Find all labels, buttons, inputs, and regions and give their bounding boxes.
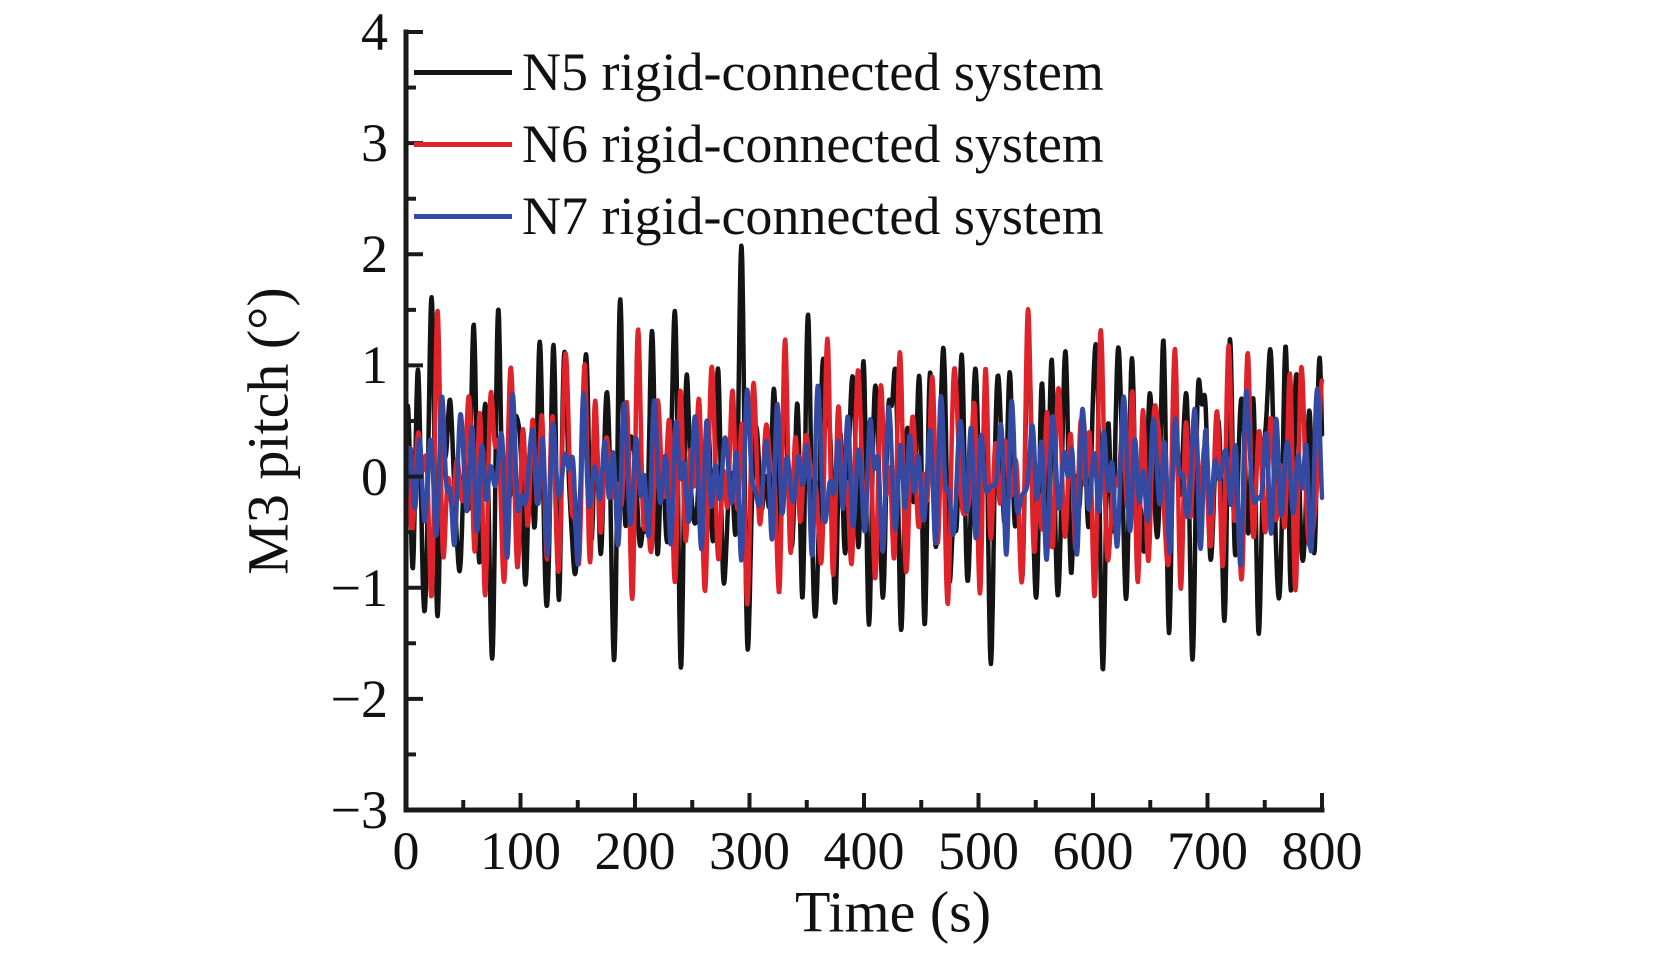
legend-item-n6: N6 rigid-connected system (414, 108, 1104, 180)
y-tick-label: 1 (361, 335, 388, 396)
y-axis-title: M3 pitch (°) (235, 287, 301, 575)
x-tick-label: 800 (1281, 821, 1363, 881)
x-tick-label: 400 (823, 821, 905, 881)
series-line-n5 (406, 243, 1325, 672)
y-tick-label: −3 (330, 780, 388, 840)
y-tick-label: 0 (361, 446, 388, 507)
y-tick-label: −2 (330, 668, 388, 729)
y-tick-label: 4 (361, 2, 388, 62)
legend-item-n7: N7 rigid-connected system (414, 180, 1104, 252)
x-tick-label: 600 (1052, 821, 1134, 881)
x-tick-label: 200 (594, 821, 676, 881)
legend-label-n7: N7 rigid-connected system (522, 186, 1104, 246)
y-tick-label: −1 (330, 557, 388, 618)
x-tick-label: 500 (938, 821, 1019, 881)
legend-item-n5: N5 rigid-connected system (414, 36, 1104, 108)
series-line-n7 (406, 383, 1325, 568)
x-tick-label: 0 (392, 821, 420, 881)
y-tick-label: 3 (361, 113, 388, 174)
y-tick-label: 2 (361, 224, 388, 285)
legend-label-n5: N5 rigid-connected system (522, 42, 1104, 102)
x-axis-title: Time (s) (794, 879, 992, 945)
legend-label-n6: N6 rigid-connected system (522, 114, 1104, 174)
x-tick-label: 100 (480, 821, 561, 881)
legend-line-sample-n6 (414, 141, 512, 147)
legend-line-sample-n5 (414, 69, 512, 75)
legend: N5 rigid-connected system N6 rigid-conne… (414, 36, 1104, 252)
x-tick-label: 700 (1167, 821, 1248, 881)
x-tick-label: 300 (709, 821, 790, 881)
legend-line-sample-n7 (414, 213, 512, 219)
